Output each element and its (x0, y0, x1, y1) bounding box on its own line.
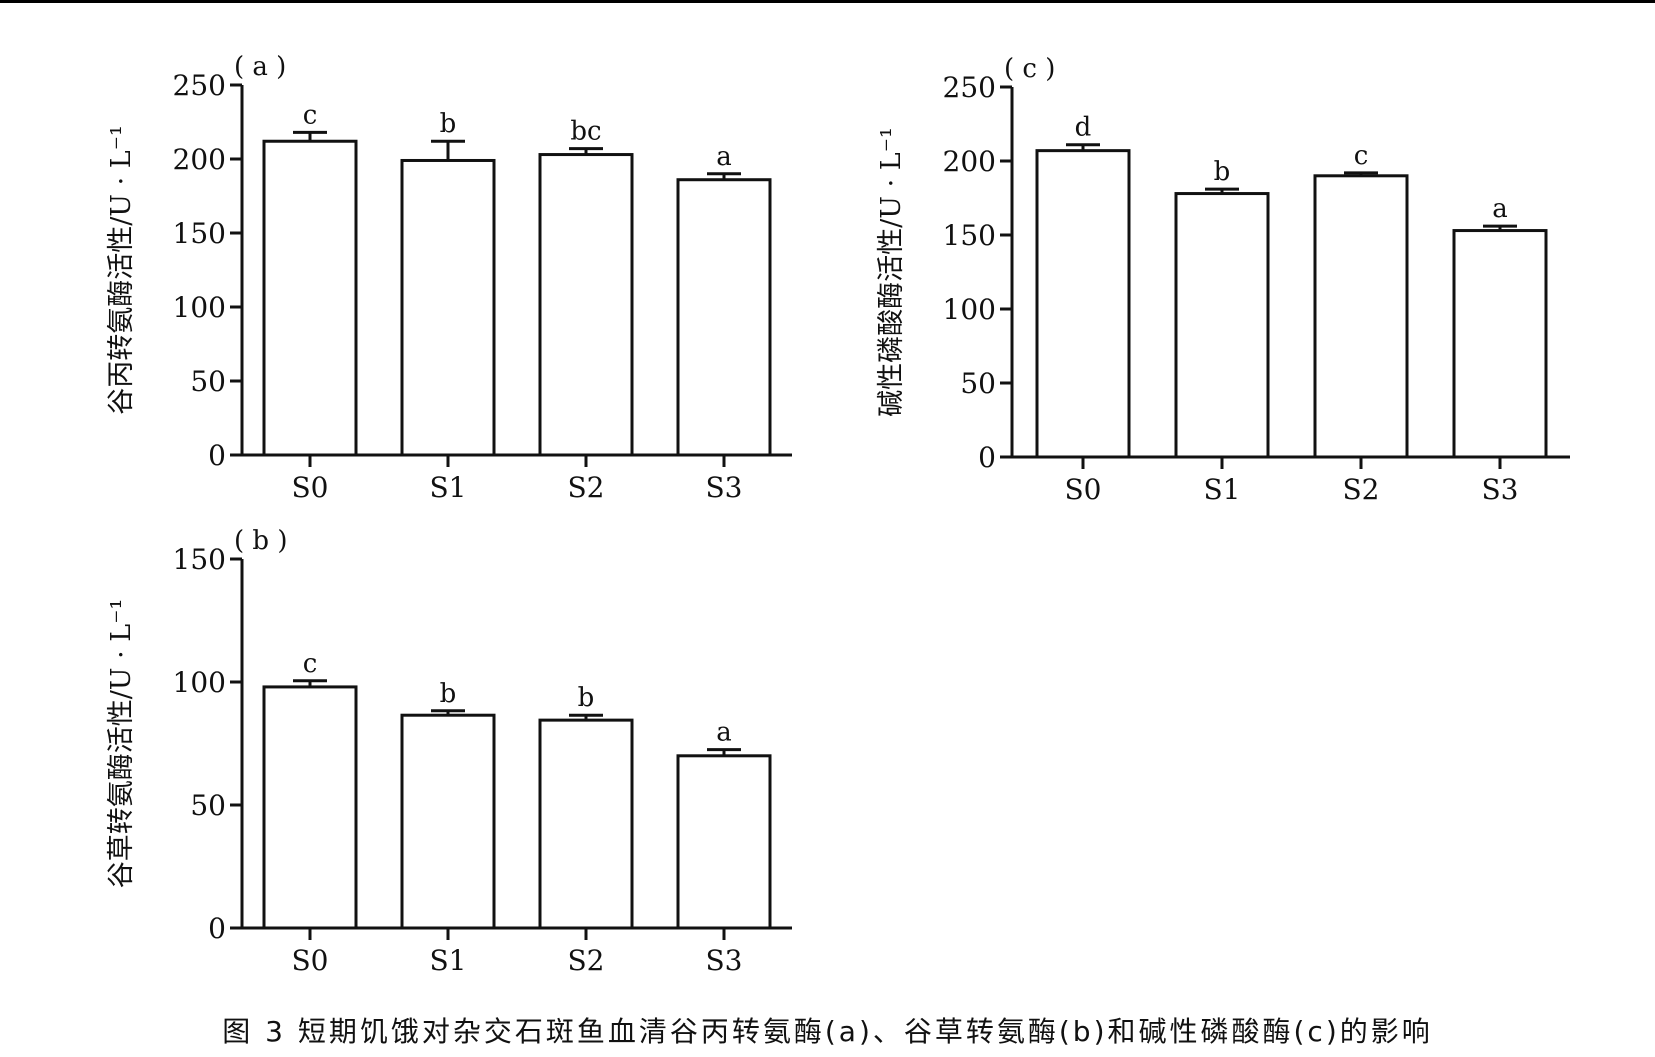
y-tick-label: 150 (943, 219, 996, 252)
y-tick-label: 0 (978, 441, 996, 474)
category-label: S1 (430, 944, 467, 977)
significance-label: a (1492, 194, 1508, 224)
panel-label: ( a ) (234, 52, 286, 82)
significance-label: d (1075, 113, 1092, 143)
category-label: S0 (292, 471, 329, 504)
category-label: S2 (1343, 473, 1380, 506)
category-label: S2 (568, 944, 605, 977)
category-label: S0 (292, 944, 329, 977)
y-tick-label: 250 (943, 71, 996, 104)
category-label: S3 (1482, 473, 1519, 506)
y-tick-label: 50 (960, 367, 996, 400)
y-tick-label: 50 (190, 789, 226, 822)
category-label: S2 (568, 471, 605, 504)
y-tick-label: 100 (943, 293, 996, 326)
y-tick-label: 200 (943, 145, 996, 178)
category-label: S3 (706, 944, 743, 977)
figure-caption: 图 3 短期饥饿对杂交石斑鱼血清谷丙转氨酶(a)、谷草转氨酶(b)和碱性磷酸酶(… (222, 1015, 1433, 1048)
bar-s3 (676, 754, 772, 930)
y-tick-label: 150 (173, 217, 226, 250)
bar-s3 (1452, 229, 1548, 459)
category-label: S1 (430, 471, 467, 504)
significance-label: c (1354, 141, 1369, 171)
bar-s3 (676, 178, 772, 457)
bar-s0 (1035, 149, 1131, 459)
category-label: S1 (1204, 473, 1241, 506)
bar-s1 (1174, 192, 1270, 459)
bar-s1 (400, 713, 496, 930)
significance-label: b (440, 109, 457, 139)
significance-label: bc (570, 117, 601, 147)
panel-label: ( c ) (1004, 54, 1055, 84)
y-tick-label: 50 (190, 365, 226, 398)
panel-a: 0 50 100 150 200 250 c S0 b S1 bc S2 a S3 ( a ) 谷丙转氨酶活性… (106, 52, 792, 504)
panel-c: 0 50 100 150 200 250 d S0 b S1 c S2 a S3 ( c ) 碱性磷酸酶活性/… (876, 54, 1570, 506)
bar-s1 (400, 158, 496, 457)
y-tick-label: 200 (173, 143, 226, 176)
category-label: S0 (1065, 473, 1102, 506)
significance-label: b (578, 683, 595, 713)
bar-s2 (538, 153, 634, 457)
bar-s2 (538, 718, 634, 930)
significance-label: c (303, 649, 318, 679)
significance-label: c (303, 100, 318, 130)
category-label: S3 (706, 471, 743, 504)
y-axis-label: 谷丙转氨酶活性/U · L⁻¹ (106, 125, 137, 415)
top-rule (0, 0, 1655, 3)
significance-label: b (1214, 157, 1231, 187)
y-axis-label: 谷草转氨酶活性/U · L⁻¹ (106, 599, 137, 889)
y-tick-label: 100 (173, 666, 226, 699)
significance-label: a (716, 718, 732, 748)
y-tick-label: 100 (173, 291, 226, 324)
bar-s0 (262, 685, 358, 930)
y-tick-label: 0 (208, 439, 226, 472)
y-tick-label: 150 (173, 543, 226, 576)
panel-b: 0 50 100 150 c S0 b S1 b S2 a S3 ( b ) 谷草转氨酶活性/U · L⁻… (106, 526, 792, 977)
panel-label: ( b ) (234, 526, 287, 556)
y-axis-label: 碱性磷酸酶活性/U · L⁻¹ (876, 127, 907, 417)
significance-label: a (716, 142, 732, 172)
y-tick-label: 0 (208, 912, 226, 945)
y-tick-label: 250 (173, 69, 226, 102)
bar-s2 (1313, 174, 1409, 459)
bar-s0 (262, 139, 358, 457)
significance-label: b (440, 679, 457, 709)
